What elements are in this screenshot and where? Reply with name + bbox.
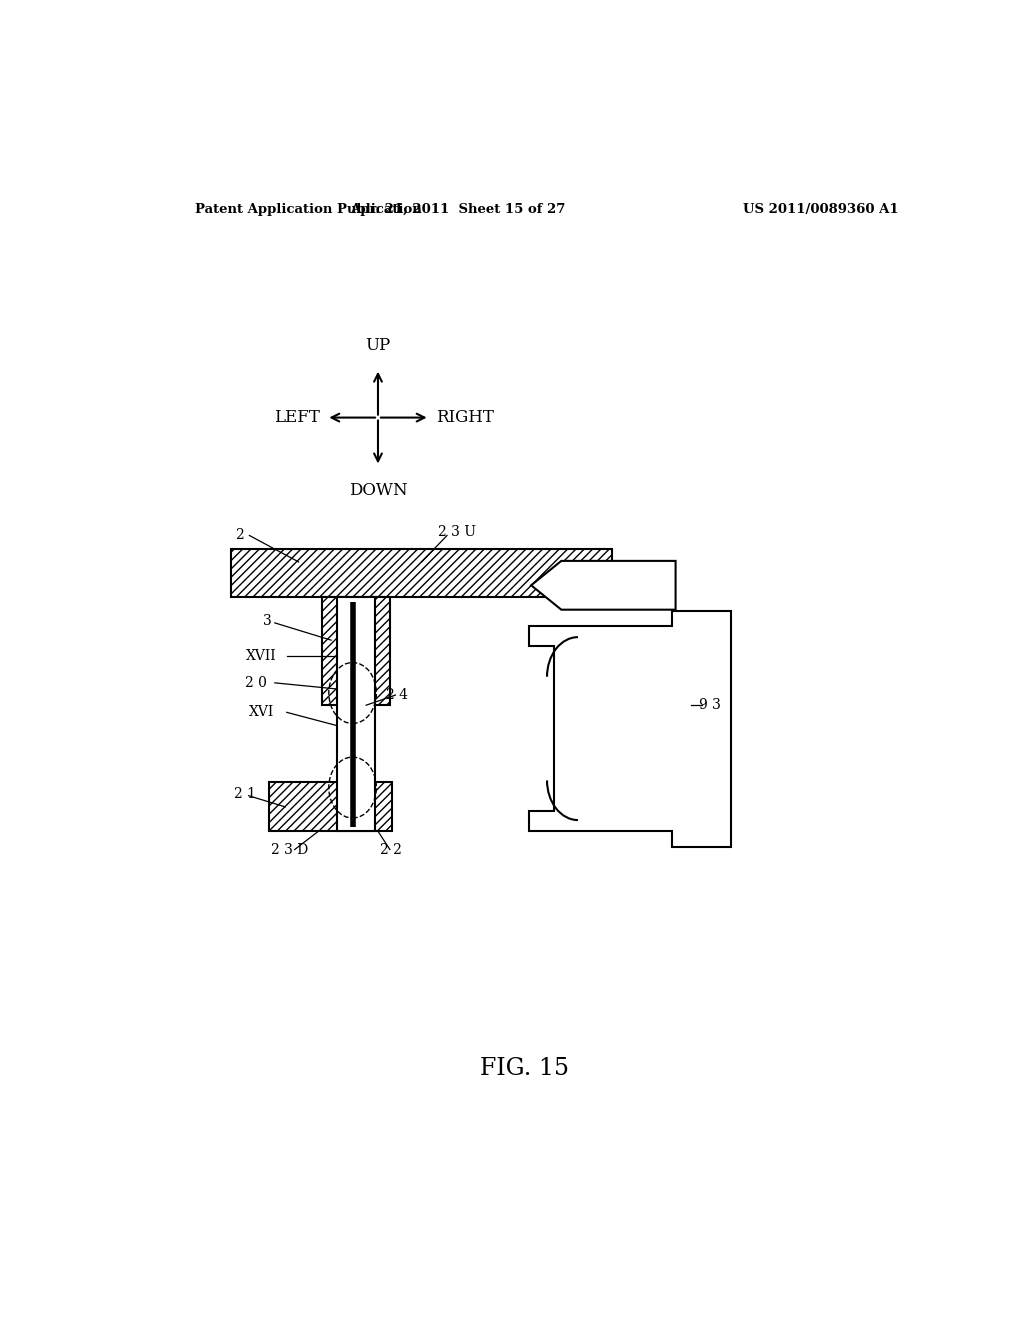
Text: Apr. 21, 2011  Sheet 15 of 27: Apr. 21, 2011 Sheet 15 of 27 <box>349 203 565 215</box>
Polygon shape <box>528 611 731 846</box>
Text: 2 1: 2 1 <box>233 787 256 801</box>
Text: LEFT: LEFT <box>274 409 321 426</box>
Text: 9 3: 9 3 <box>699 698 721 713</box>
Bar <box>323 598 390 705</box>
FancyArrow shape <box>531 561 676 610</box>
Bar <box>231 549 612 598</box>
Text: 3: 3 <box>263 614 271 628</box>
Bar <box>337 598 375 832</box>
Text: FIG. 15: FIG. 15 <box>480 1056 569 1080</box>
Text: US 2011/0089360 A1: US 2011/0089360 A1 <box>743 203 899 215</box>
Text: 2 3 D: 2 3 D <box>270 842 308 857</box>
Text: 2 4: 2 4 <box>386 688 408 702</box>
Text: XVII: XVII <box>246 649 276 664</box>
Text: 2: 2 <box>236 528 244 543</box>
Text: 2 0: 2 0 <box>246 676 267 690</box>
Text: DOWN: DOWN <box>348 482 408 499</box>
Text: RIGHT: RIGHT <box>436 409 494 426</box>
Bar <box>269 783 392 832</box>
Text: XVI: XVI <box>250 705 274 719</box>
Text: UP: UP <box>366 337 390 354</box>
Text: Patent Application Publication: Patent Application Publication <box>196 203 422 215</box>
Text: 2 3 U: 2 3 U <box>437 525 475 540</box>
Text: 2 2: 2 2 <box>380 842 402 857</box>
